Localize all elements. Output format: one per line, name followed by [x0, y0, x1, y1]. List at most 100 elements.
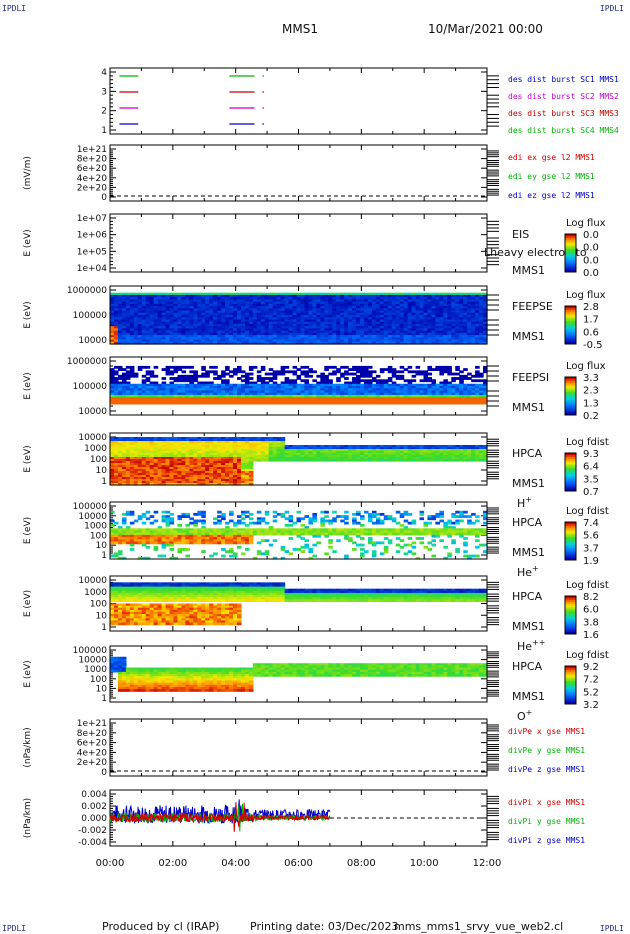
spectrogram-cell [475, 386, 480, 389]
spectrogram-cell [225, 399, 230, 403]
spectrogram-cell [252, 386, 258, 389]
spectrogram-cell [375, 321, 381, 325]
spectrogram-cell [375, 401, 381, 405]
spectrogram-cell [360, 306, 365, 309]
spectrogram-cell [316, 392, 321, 396]
spectrogram-cell [189, 447, 194, 450]
spectrogram-cell [272, 341, 278, 345]
spectrogram-cell [133, 399, 139, 403]
spectrogram-cell [308, 321, 313, 325]
spectrogram-cell [145, 317, 151, 321]
spectrogram-cell [121, 475, 127, 478]
spectrogram-cell [300, 394, 306, 398]
spectrogram-cell [459, 315, 464, 318]
spectrogram-cell [193, 335, 198, 338]
spectrogram-cell [459, 312, 464, 316]
spectrogram-cell [189, 477, 194, 480]
spectrogram-cell [205, 479, 210, 482]
spectrogram-cell [371, 339, 377, 343]
spectrogram-cell [379, 399, 385, 403]
spectrogram-cell [225, 332, 230, 336]
spectrogram-cell [217, 447, 222, 450]
spectrogram-cell [173, 477, 179, 480]
spectrogram-cell [145, 455, 151, 458]
panel-frame-divpe [109, 718, 488, 777]
spectrogram-cell [328, 323, 333, 327]
spectrogram-cell [483, 392, 488, 396]
spectrogram-cell [336, 332, 341, 336]
spectrogram-cell [328, 401, 333, 405]
spectrogram-cell [185, 337, 190, 341]
spectrogram-cell [415, 341, 421, 345]
spectrogram-cell [161, 339, 167, 343]
spectrogram-cell [387, 319, 393, 323]
spectrogram-cell [209, 328, 214, 332]
spectrogram-cell [411, 337, 417, 341]
spectrogram-cell [352, 308, 357, 312]
spectrogram-cell [225, 317, 230, 321]
spectrogram-cell [415, 394, 421, 398]
spectrogram-cell [435, 308, 440, 312]
spectrogram-cell [177, 441, 183, 444]
spectrogram-cell [129, 370, 135, 374]
spectrogram-cell [403, 328, 409, 332]
spectrogram-cell [110, 317, 115, 321]
spectrogram-cell [312, 337, 317, 341]
spectrogram-cell [205, 449, 210, 452]
spectrogram-cell [256, 341, 262, 345]
spectrogram-cell [181, 459, 186, 462]
y-tick-label: 2 [101, 107, 107, 117]
spectrogram-cell [260, 390, 266, 394]
spectrogram-cell [129, 323, 135, 327]
spectrogram-cell [217, 310, 222, 314]
spectrogram-cell [300, 299, 306, 303]
spectrogram-cell [213, 459, 218, 462]
spectrogram-cell [169, 483, 175, 486]
spectrogram-cell [375, 383, 381, 387]
spectrogram-cell [352, 335, 357, 338]
spectrogram-cell [423, 397, 429, 400]
spectrogram-cell [125, 477, 131, 480]
spectrogram-cell [233, 303, 238, 307]
y-tick-label: 10 [96, 466, 108, 476]
spectrogram-cell [427, 399, 433, 403]
spectrogram-cell [217, 469, 222, 472]
spectrogram-cell [201, 483, 206, 486]
spectrogram-cell [129, 321, 135, 325]
spectrogram-cell [181, 294, 186, 298]
spectrogram-cell [133, 308, 139, 312]
spectrogram-cell [272, 310, 278, 314]
spectrogram-cell [201, 306, 206, 309]
spectrogram-cell [209, 381, 214, 385]
spectrogram-cell [185, 303, 190, 307]
spectrogram-cell [387, 341, 393, 345]
spectrogram-cell [419, 306, 425, 309]
spectrogram-cell [233, 388, 238, 392]
spectrogram-cell [117, 453, 123, 456]
spectrogram-cell [177, 443, 183, 446]
spectrogram-cell [371, 306, 377, 309]
spectrogram-cell [395, 377, 401, 380]
spectrogram-cell [252, 292, 258, 296]
spectrogram-cell [193, 297, 198, 300]
spectrogram-cell [439, 337, 444, 341]
spectrogram-cell [383, 310, 389, 314]
spectrogram-cell [145, 473, 151, 476]
spectrogram-cell [352, 383, 357, 387]
spectrogram-cell [264, 335, 270, 338]
spectrogram-cell [459, 306, 464, 309]
spectrogram-cell [352, 390, 357, 394]
spectrogram-cell [363, 312, 369, 316]
spectrogram-cell [141, 394, 147, 398]
spectrogram-cell [288, 292, 294, 296]
spectrogram-cell [256, 379, 262, 383]
spectrogram-cell [296, 337, 302, 341]
spectrogram-cell [284, 381, 290, 385]
spectrogram-cell [340, 297, 345, 300]
spectrogram-cell [296, 326, 302, 329]
spectrogram-cell [463, 310, 468, 314]
spectrogram-cell [415, 383, 421, 387]
spectrogram-cell [260, 303, 266, 307]
spectrogram-cell [304, 319, 310, 323]
spectrogram-cell [161, 317, 167, 321]
